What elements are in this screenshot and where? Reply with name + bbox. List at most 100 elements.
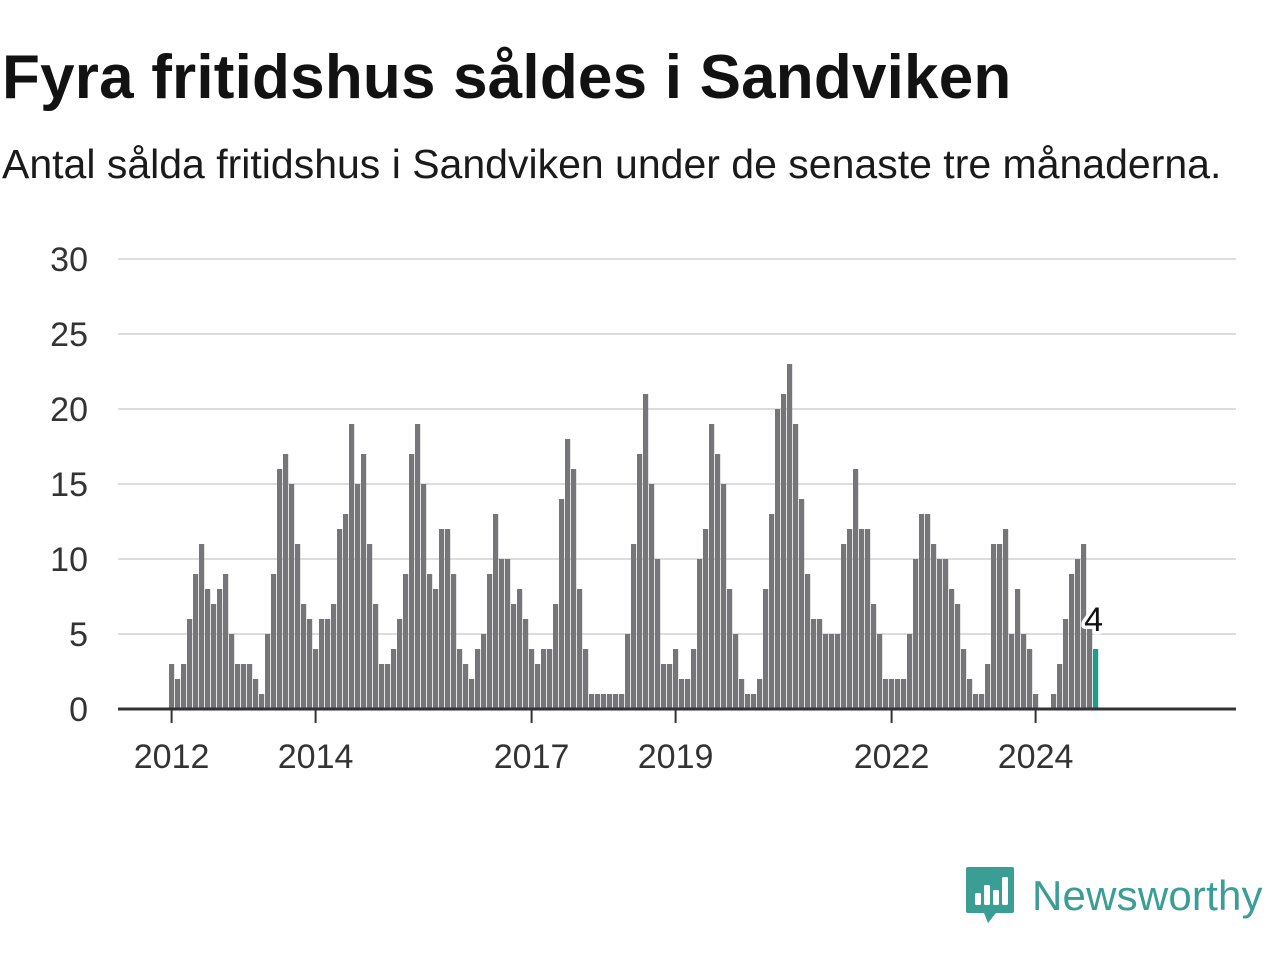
bar — [601, 694, 607, 709]
bar — [583, 649, 589, 709]
bar — [475, 649, 481, 709]
bar — [949, 589, 955, 709]
bar — [175, 679, 181, 709]
bar — [1075, 559, 1081, 709]
y-tick-label: 30 — [50, 241, 88, 279]
bar — [367, 544, 373, 709]
bar — [967, 679, 973, 709]
bar — [547, 649, 553, 709]
bar — [427, 574, 433, 709]
bar — [217, 589, 223, 709]
bar — [817, 619, 823, 709]
bar — [703, 529, 709, 709]
bar — [811, 619, 817, 709]
x-tick-label: 2022 — [854, 738, 930, 776]
bar — [895, 679, 901, 709]
bar — [919, 514, 925, 709]
bar — [775, 409, 781, 709]
bar — [619, 694, 625, 709]
bar — [541, 649, 547, 709]
bar — [517, 589, 523, 709]
bar — [829, 634, 835, 709]
bar — [247, 664, 253, 709]
bar — [565, 439, 571, 709]
bar — [691, 649, 697, 709]
bar — [523, 619, 529, 709]
bar — [271, 574, 277, 709]
bar — [763, 589, 769, 709]
bar — [607, 694, 613, 709]
bar — [1081, 544, 1087, 709]
bar — [685, 679, 691, 709]
bar — [1009, 634, 1015, 709]
bar — [631, 544, 637, 709]
bar — [259, 694, 265, 709]
bar — [787, 364, 793, 709]
bar — [433, 589, 439, 709]
bar — [319, 619, 325, 709]
bar — [793, 424, 799, 709]
bar-chart-speech-bubble-icon — [966, 867, 1014, 923]
bar — [595, 694, 601, 709]
bar — [799, 499, 805, 709]
bar — [403, 574, 409, 709]
bar — [1057, 664, 1063, 709]
x-axis-ticks: 2012 2014 2017 2019 2022 2024 — [134, 709, 1074, 776]
bar — [481, 634, 487, 709]
bar — [205, 589, 211, 709]
bar — [937, 559, 943, 709]
bar — [877, 634, 883, 709]
bar — [973, 694, 979, 709]
bar — [679, 679, 685, 709]
bar — [379, 664, 385, 709]
y-tick-label: 5 — [69, 616, 88, 654]
bar — [1021, 634, 1027, 709]
x-tick-label: 2014 — [278, 738, 354, 776]
bar — [715, 454, 721, 709]
bar — [313, 649, 319, 709]
bar — [805, 574, 811, 709]
bar — [823, 634, 829, 709]
bar — [979, 694, 985, 709]
bar — [739, 679, 745, 709]
bar — [673, 649, 679, 709]
x-tick-label: 2024 — [998, 738, 1074, 776]
bar — [499, 559, 505, 709]
bar — [871, 604, 877, 709]
bar — [463, 664, 469, 709]
bar — [745, 694, 751, 709]
bar — [847, 529, 853, 709]
bar — [649, 484, 655, 709]
bar — [859, 529, 865, 709]
bar — [355, 484, 361, 709]
bar — [643, 394, 649, 709]
bar — [457, 649, 463, 709]
bar — [661, 664, 667, 709]
bar — [343, 514, 349, 709]
bar — [415, 424, 421, 709]
y-tick-label: 15 — [50, 466, 88, 504]
bar — [961, 649, 967, 709]
bar — [1015, 589, 1021, 709]
bar — [505, 559, 511, 709]
bar — [931, 544, 937, 709]
bar — [283, 454, 289, 709]
bar — [667, 664, 673, 709]
highlighted-bar — [1093, 649, 1099, 709]
bar — [187, 619, 193, 709]
bar — [559, 499, 565, 709]
bar — [241, 664, 247, 709]
bar — [853, 469, 859, 709]
bar — [445, 529, 451, 709]
bar — [985, 664, 991, 709]
bar — [589, 694, 595, 709]
page-subtitle: Antal sålda fritidshus i Sandviken under… — [2, 141, 1222, 187]
bar — [697, 559, 703, 709]
bars — [169, 364, 1099, 709]
bar — [307, 619, 313, 709]
bar — [553, 604, 559, 709]
bar — [781, 394, 787, 709]
bar — [487, 574, 493, 709]
bar — [997, 544, 1003, 709]
